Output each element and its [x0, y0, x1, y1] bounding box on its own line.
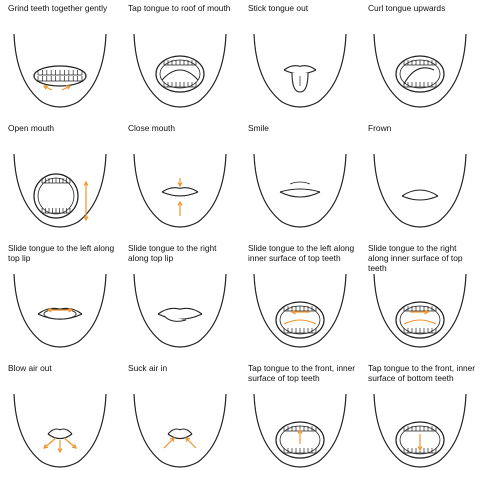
panel-smile: Smile — [240, 120, 360, 240]
suck-mouth-illustration — [133, 393, 227, 468]
panel-tongue-out: Stick tongue out — [240, 0, 360, 120]
panel-label: Slide tongue to the left along top lip — [8, 243, 115, 263]
panel-label: Smile — [248, 123, 269, 133]
panel-lip-right: Slide tongue to the right along top lip — [120, 240, 240, 360]
panel-tap-bottom: Tap tongue to the front, inner surface o… — [360, 360, 480, 480]
panel-label: Suck air in — [128, 363, 168, 373]
tap-bottom-mouth-illustration — [373, 393, 467, 468]
panel-label: Blow air out — [8, 363, 52, 373]
grind-mouth-illustration — [13, 33, 107, 108]
panel-grind: Grind teeth together gently — [0, 0, 120, 120]
panel-label: Slide tongue to the right along inner su… — [368, 243, 463, 273]
lip-left-mouth-illustration — [13, 273, 107, 348]
tap-top-mouth-illustration — [253, 393, 347, 468]
smile-mouth-illustration — [253, 153, 347, 228]
panel-curl: Curl tongue upwards — [360, 0, 480, 120]
close-mouth-illustration — [133, 153, 227, 228]
panel-label: Open mouth — [8, 123, 55, 133]
curl-mouth-illustration — [373, 33, 467, 108]
panel-lip-left: Slide tongue to the left along top lip — [0, 240, 120, 360]
panel-frown: Frown — [360, 120, 480, 240]
panel-teeth-right: Slide tongue to the right along inner su… — [360, 240, 480, 360]
panel-label: Close mouth — [128, 123, 176, 133]
lip-right-mouth-illustration — [133, 273, 227, 348]
panel-open: Open mouth — [0, 120, 120, 240]
panel-label: Slide tongue to the right along top lip — [128, 243, 217, 263]
panel-suck: Suck air in — [120, 360, 240, 480]
open-mouth-illustration — [13, 153, 107, 228]
panel-label: Stick tongue out — [248, 3, 309, 13]
frown-mouth-illustration — [373, 153, 467, 228]
teeth-right-mouth-illustration — [373, 273, 467, 348]
panel-roof: Tap tongue to roof of mouth — [120, 0, 240, 120]
panel-tap-top: Tap tongue to the front, inner surface o… — [240, 360, 360, 480]
panel-label: Curl tongue upwards — [368, 3, 446, 13]
tongue-out-mouth-illustration — [253, 33, 347, 108]
panel-close: Close mouth — [120, 120, 240, 240]
teeth-left-mouth-illustration — [253, 273, 347, 348]
panel-label: Slide tongue to the left along inner sur… — [248, 243, 355, 263]
panel-label: Grind teeth together gently — [8, 3, 108, 13]
panel-teeth-left: Slide tongue to the left along inner sur… — [240, 240, 360, 360]
panel-label: Tap tongue to the front, inner surface o… — [368, 363, 476, 383]
panel-label: Tap tongue to the front, inner surface o… — [248, 363, 356, 383]
panel-label: Frown — [368, 123, 392, 133]
panel-blow: Blow air out — [0, 360, 120, 480]
roof-mouth-illustration — [133, 33, 227, 108]
blow-mouth-illustration — [13, 393, 107, 468]
panel-label: Tap tongue to roof of mouth — [128, 3, 231, 13]
